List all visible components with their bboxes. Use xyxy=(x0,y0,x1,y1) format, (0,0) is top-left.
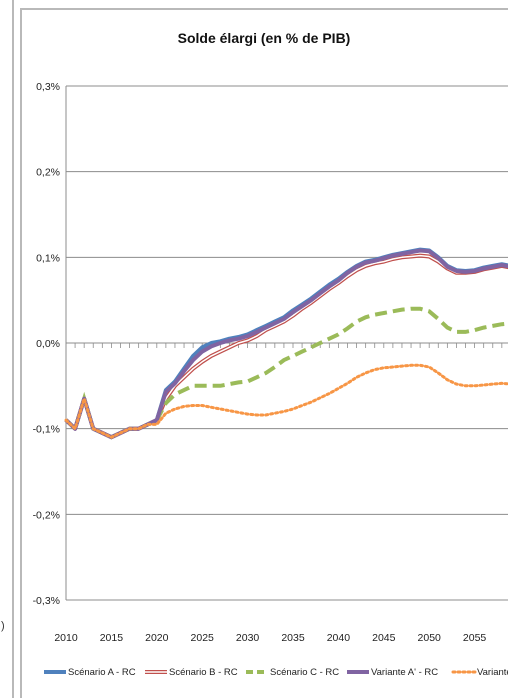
series-layer xyxy=(64,247,508,440)
y-tick-label: 0,1% xyxy=(36,252,60,264)
neighbor-panel-mark: ) xyxy=(1,620,5,632)
x-tick-label: 2035 xyxy=(281,632,305,644)
grid-layer xyxy=(66,85,508,601)
legend-item-2: Scénario B - RC xyxy=(145,667,238,678)
x-tick-label: 2015 xyxy=(100,632,124,644)
chart-frame xyxy=(20,8,508,698)
legend: Scénario A - RC Scénario B - RC Scénario C… xyxy=(44,667,508,678)
x-tick-label: 2040 xyxy=(327,632,351,644)
series-line-variante-c-rc xyxy=(64,363,508,439)
x-tick-label: 2010 xyxy=(54,632,78,644)
y-tick-label: -0,3% xyxy=(33,595,60,607)
x-tick-label: 2045 xyxy=(372,632,396,644)
legend-label: Scénario A - RC xyxy=(68,667,136,678)
y-tick-label: -0,2% xyxy=(33,509,60,521)
series-line-sc-nario-c-rc xyxy=(64,306,508,440)
legend-label: Scénario C - RC xyxy=(270,667,339,678)
y-tick-label: 0,3% xyxy=(36,81,60,93)
legend-item-5: Variante C' - RC xyxy=(451,667,508,678)
legend-item-1: Scénario A - RC xyxy=(44,667,136,678)
chart-title: Solde élargi (en % de PIB) xyxy=(177,30,351,46)
x-tick-label: 2025 xyxy=(191,632,215,644)
x-tick-label: 2055 xyxy=(463,632,487,644)
axis-layer: 0,3% 0,2% 0,1% 0,0% -0,1% -0,2% -0,3% 2010 2015 2… xyxy=(33,81,508,644)
x-tick-label: 2050 xyxy=(418,632,442,644)
legend-item-4: Variante A' - RC xyxy=(347,667,438,678)
legend-label: Variante A' - RC xyxy=(371,667,438,678)
neighbor-panel-edge xyxy=(0,0,14,698)
x-tick-label: 2020 xyxy=(145,632,169,644)
y-tick-label: 0,0% xyxy=(36,338,60,350)
x-tick-label: 2030 xyxy=(236,632,260,644)
legend-label: Variante C' - RC xyxy=(477,667,508,678)
legend-label: Scénario B - RC xyxy=(169,667,238,678)
y-tick-label: -0,1% xyxy=(33,424,60,436)
y-tick-label: 0,2% xyxy=(36,167,60,179)
legend-item-3: Scénario C - RC xyxy=(246,667,339,678)
